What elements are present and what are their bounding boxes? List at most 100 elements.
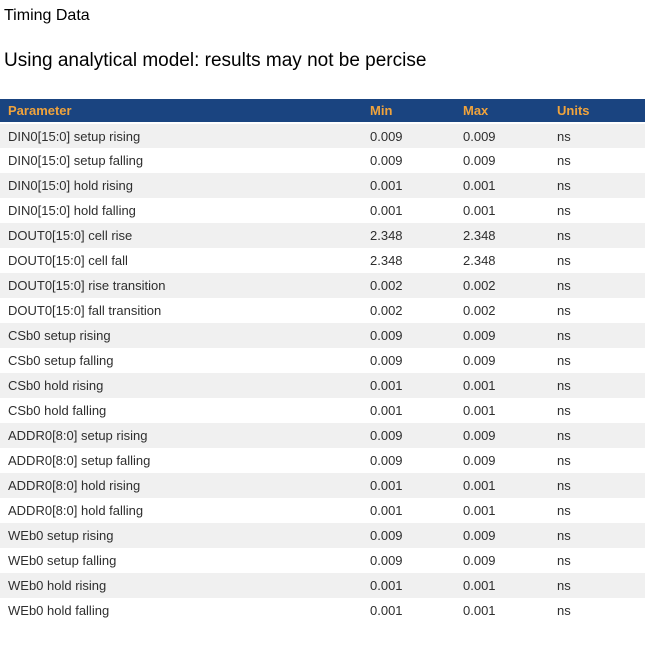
table-row: DIN0[15:0] setup rising 0.009 0.009 ns: [0, 123, 645, 148]
cell-min: 0.009: [362, 423, 455, 448]
cell-min: 0.001: [362, 598, 455, 623]
cell-min: 0.001: [362, 173, 455, 198]
cell-max: 0.009: [455, 548, 549, 573]
cell-max: 0.001: [455, 398, 549, 423]
table-row: DOUT0[15:0] fall transition 0.002 0.002 ns: [0, 298, 645, 323]
cell-min: 0.009: [362, 148, 455, 173]
table-row: DOUT0[15:0] cell fall 2.348 2.348 ns: [0, 248, 645, 273]
cell-max: 0.009: [455, 448, 549, 473]
cell-units: ns: [549, 423, 645, 448]
cell-units: ns: [549, 373, 645, 398]
cell-min: 0.002: [362, 273, 455, 298]
cell-max: 0.001: [455, 473, 549, 498]
cell-max: 0.001: [455, 498, 549, 523]
cell-parameter: CSb0 hold falling: [0, 398, 362, 423]
table-row: ADDR0[8:0] setup falling 0.009 0.009 ns: [0, 448, 645, 473]
cell-units: ns: [549, 398, 645, 423]
cell-max: 0.001: [455, 198, 549, 223]
cell-units: ns: [549, 473, 645, 498]
cell-parameter: CSb0 setup falling: [0, 348, 362, 373]
cell-units: ns: [549, 123, 645, 148]
cell-min: 0.001: [362, 373, 455, 398]
table-row: CSb0 hold rising 0.001 0.001 ns: [0, 373, 645, 398]
table-row: ADDR0[8:0] hold rising 0.001 0.001 ns: [0, 473, 645, 498]
cell-parameter: WEb0 hold rising: [0, 573, 362, 598]
cell-parameter: ADDR0[8:0] hold rising: [0, 473, 362, 498]
table-row: WEb0 setup falling 0.009 0.009 ns: [0, 548, 645, 573]
cell-max: 0.009: [455, 323, 549, 348]
cell-max: 0.009: [455, 123, 549, 148]
cell-max: 0.002: [455, 298, 549, 323]
cell-units: ns: [549, 348, 645, 373]
cell-max: 0.001: [455, 373, 549, 398]
cell-max: 2.348: [455, 223, 549, 248]
cell-max: 0.009: [455, 148, 549, 173]
cell-units: ns: [549, 148, 645, 173]
table-row: WEb0 hold falling 0.001 0.001 ns: [0, 598, 645, 623]
cell-max: 0.009: [455, 348, 549, 373]
cell-units: ns: [549, 273, 645, 298]
cell-parameter: DOUT0[15:0] rise transition: [0, 273, 362, 298]
cell-units: ns: [549, 448, 645, 473]
cell-parameter: DOUT0[15:0] cell fall: [0, 248, 362, 273]
cell-parameter: WEb0 setup falling: [0, 548, 362, 573]
timing-table: Parameter Min Max Units DIN0[15:0] setup…: [0, 99, 645, 623]
cell-units: ns: [549, 548, 645, 573]
cell-max: 0.001: [455, 173, 549, 198]
cell-min: 0.001: [362, 398, 455, 423]
cell-min: 0.009: [362, 548, 455, 573]
table-row: DIN0[15:0] hold rising 0.001 0.001 ns: [0, 173, 645, 198]
table-row: WEb0 hold rising 0.001 0.001 ns: [0, 573, 645, 598]
cell-min: 0.009: [362, 448, 455, 473]
timing-report-page: Timing Data Using analytical model: resu…: [0, 7, 645, 623]
cell-min: 0.009: [362, 123, 455, 148]
column-header-units: Units: [549, 99, 645, 124]
cell-parameter: DOUT0[15:0] fall transition: [0, 298, 362, 323]
column-header-max: Max: [455, 99, 549, 124]
cell-parameter: DIN0[15:0] setup rising: [0, 123, 362, 148]
cell-parameter: ADDR0[8:0] setup rising: [0, 423, 362, 448]
table-row: ADDR0[8:0] setup rising 0.009 0.009 ns: [0, 423, 645, 448]
cell-min: 0.001: [362, 198, 455, 223]
cell-parameter: WEb0 hold falling: [0, 598, 362, 623]
table-row: ADDR0[8:0] hold falling 0.001 0.001 ns: [0, 498, 645, 523]
table-row: DIN0[15:0] setup falling 0.009 0.009 ns: [0, 148, 645, 173]
cell-units: ns: [549, 298, 645, 323]
table-header: Parameter Min Max Units: [0, 99, 645, 124]
cell-min: 0.001: [362, 573, 455, 598]
cell-parameter: DOUT0[15:0] cell rise: [0, 223, 362, 248]
table-row: CSb0 setup rising 0.009 0.009 ns: [0, 323, 645, 348]
cell-min: 0.009: [362, 523, 455, 548]
cell-min: 2.348: [362, 248, 455, 273]
cell-parameter: CSb0 setup rising: [0, 323, 362, 348]
cell-units: ns: [549, 498, 645, 523]
cell-min: 0.001: [362, 498, 455, 523]
cell-parameter: ADDR0[8:0] setup falling: [0, 448, 362, 473]
table-row: WEb0 setup rising 0.009 0.009 ns: [0, 523, 645, 548]
cell-max: 0.009: [455, 423, 549, 448]
cell-units: ns: [549, 573, 645, 598]
cell-parameter: DIN0[15:0] hold falling: [0, 198, 362, 223]
column-header-parameter: Parameter: [0, 99, 362, 124]
table-row: CSb0 hold falling 0.001 0.001 ns: [0, 398, 645, 423]
cell-parameter: DIN0[15:0] setup falling: [0, 148, 362, 173]
cell-min: 0.009: [362, 348, 455, 373]
cell-parameter: CSb0 hold rising: [0, 373, 362, 398]
cell-parameter: ADDR0[8:0] hold falling: [0, 498, 362, 523]
cell-units: ns: [549, 598, 645, 623]
cell-units: ns: [549, 523, 645, 548]
page-subtitle: Using analytical model: results may not …: [4, 50, 427, 71]
cell-max: 2.348: [455, 248, 549, 273]
table-row: DOUT0[15:0] cell rise 2.348 2.348 ns: [0, 223, 645, 248]
cell-max: 0.002: [455, 273, 549, 298]
cell-units: ns: [549, 223, 645, 248]
table-body: DIN0[15:0] setup rising 0.009 0.009 ns DIN0[…: [0, 123, 645, 623]
cell-max: 0.001: [455, 598, 549, 623]
cell-units: ns: [549, 198, 645, 223]
cell-units: ns: [549, 248, 645, 273]
page-title: Timing Data: [4, 7, 90, 24]
cell-min: 2.348: [362, 223, 455, 248]
cell-units: ns: [549, 323, 645, 348]
column-header-min: Min: [362, 99, 455, 124]
cell-parameter: DIN0[15:0] hold rising: [0, 173, 362, 198]
